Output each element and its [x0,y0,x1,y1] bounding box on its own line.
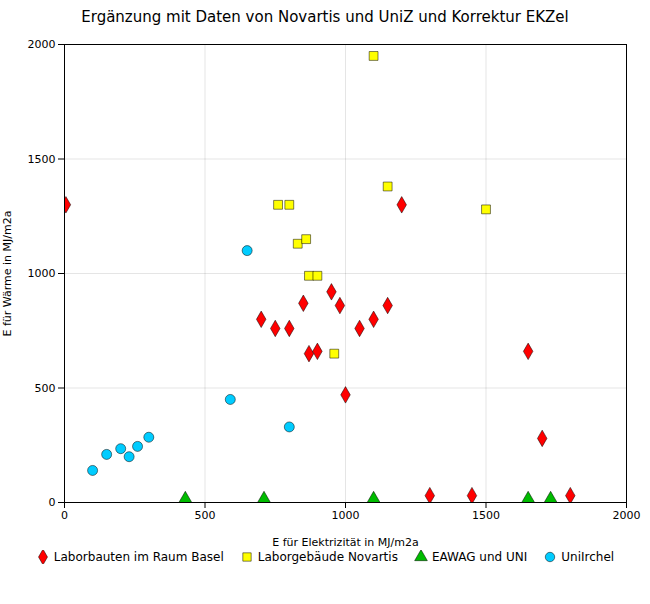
html-text:Laborbauten im Raum Basel: Laborbauten im Raum Basel [53,550,224,564]
svg-text:1000: 1000 [332,509,360,522]
html-text:Ergänzung mit Daten von Novart: Ergänzung mit Daten von Novartis und Uni… [81,8,569,26]
svg-text:0: 0 [61,509,68,522]
svg-text:500: 500 [195,509,216,522]
svg-text:2000: 2000 [28,38,56,51]
html-text:EAWAG und UNI: EAWAG und UNI [431,550,528,564]
svg-text:500: 500 [35,382,56,395]
html-text:UniIrchel: UniIrchel [561,550,615,564]
svg-text:1500: 1500 [28,153,56,166]
svg-text:1500: 1500 [472,509,500,522]
svg-text:0: 0 [49,496,56,509]
svg-text:1000: 1000 [28,267,56,280]
svg-text:E für Elektrizität in MJ/m2a: E für Elektrizität in MJ/m2a [272,536,418,549]
svg-text:2000: 2000 [613,509,641,522]
svg-text:E für Wärme in MJ/m2a: E für Wärme in MJ/m2a [1,211,14,337]
html-text:Laborgebäude Novartis: Laborgebäude Novartis [257,550,398,564]
